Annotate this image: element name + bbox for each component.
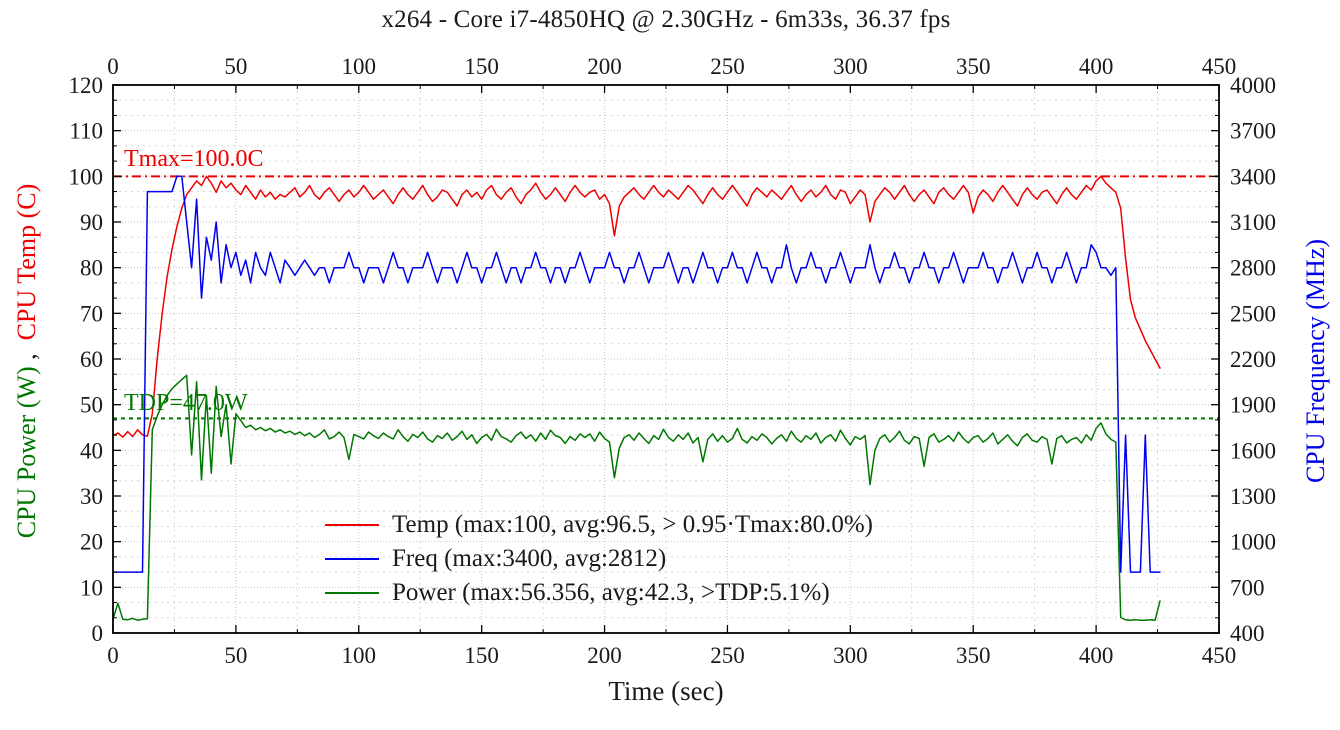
svg-text:1300: 1300: [1230, 484, 1276, 509]
legend-label-power: Power (max:56.356, avg:42.3, >TDP:5.1%): [392, 579, 830, 606]
svg-text:450: 450: [1202, 643, 1237, 668]
svg-text:0: 0: [107, 643, 119, 668]
svg-text:100: 100: [69, 164, 104, 189]
svg-text:50: 50: [224, 643, 247, 668]
svg-text:4000: 4000: [1230, 73, 1276, 98]
svg-text:50: 50: [224, 54, 247, 79]
svg-text:400: 400: [1079, 54, 1114, 79]
svg-text:1600: 1600: [1230, 438, 1276, 463]
svg-text:40: 40: [80, 438, 103, 463]
legend: Temp (max:100, avg:96.5, > 0.95·Tmax:80.…: [325, 508, 873, 610]
svg-text:350: 350: [956, 54, 991, 79]
svg-text:90: 90: [80, 210, 103, 235]
series-temp: [112, 175, 1161, 438]
svg-text:400: 400: [1230, 621, 1265, 646]
legend-label-freq: Freq (max:3400, avg:2812): [392, 545, 667, 572]
svg-text:110: 110: [69, 119, 103, 144]
svg-text:70: 70: [80, 301, 103, 326]
svg-text:250: 250: [710, 643, 745, 668]
svg-text:300: 300: [833, 643, 868, 668]
legend-label-temp: Temp (max:100, avg:96.5, > 0.95·Tmax:80.…: [392, 511, 874, 538]
svg-text:10: 10: [80, 575, 103, 600]
svg-text:200: 200: [587, 643, 622, 668]
svg-text:120: 120: [69, 73, 104, 98]
svg-text:0: 0: [107, 54, 119, 79]
svg-text:100: 100: [342, 643, 377, 668]
svg-text:1900: 1900: [1230, 393, 1276, 418]
svg-text:150: 150: [464, 54, 499, 79]
svg-text:20: 20: [80, 530, 103, 555]
temp-line-swatch: [325, 524, 379, 526]
tdp-annotation: TDP=47.0W: [124, 390, 248, 416]
svg-text:80: 80: [80, 256, 103, 281]
svg-text:450: 450: [1202, 54, 1237, 79]
legend-item-temp: Temp (max:100, avg:96.5, > 0.95·Tmax:80.…: [325, 508, 873, 542]
svg-text:400: 400: [1079, 643, 1114, 668]
x-axis-label: Time (sec): [608, 676, 724, 706]
svg-text:60: 60: [80, 347, 103, 372]
svg-text:3400: 3400: [1230, 164, 1276, 189]
power-line-swatch: [325, 592, 379, 594]
svg-text:200: 200: [587, 54, 622, 79]
svg-text:2500: 2500: [1230, 301, 1276, 326]
series-power: [112, 374, 1161, 621]
svg-text:700: 700: [1230, 575, 1265, 600]
svg-text:250: 250: [710, 54, 745, 79]
series-freq: [112, 175, 1161, 573]
svg-text:2800: 2800: [1230, 256, 1276, 281]
svg-text:100: 100: [342, 54, 377, 79]
legend-item-power: Power (max:56.356, avg:42.3, >TDP:5.1%): [325, 576, 873, 610]
svg-text:50: 50: [80, 393, 103, 418]
svg-text:0: 0: [92, 621, 104, 646]
svg-text:30: 30: [80, 484, 103, 509]
tmax-annotation: Tmax=100.0C: [124, 146, 264, 172]
svg-text:3700: 3700: [1230, 119, 1276, 144]
svg-text:300: 300: [833, 54, 868, 79]
chart-title: x264 - Core i7-4850HQ @ 2.30GHz - 6m33s,…: [381, 6, 951, 33]
svg-text:2200: 2200: [1230, 347, 1276, 372]
svg-text:3100: 3100: [1230, 210, 1276, 235]
svg-text:350: 350: [956, 643, 991, 668]
svg-text:150: 150: [464, 643, 499, 668]
svg-text:1000: 1000: [1230, 530, 1276, 555]
freq-line-swatch: [325, 558, 379, 560]
legend-item-freq: Freq (max:3400, avg:2812): [325, 542, 873, 576]
